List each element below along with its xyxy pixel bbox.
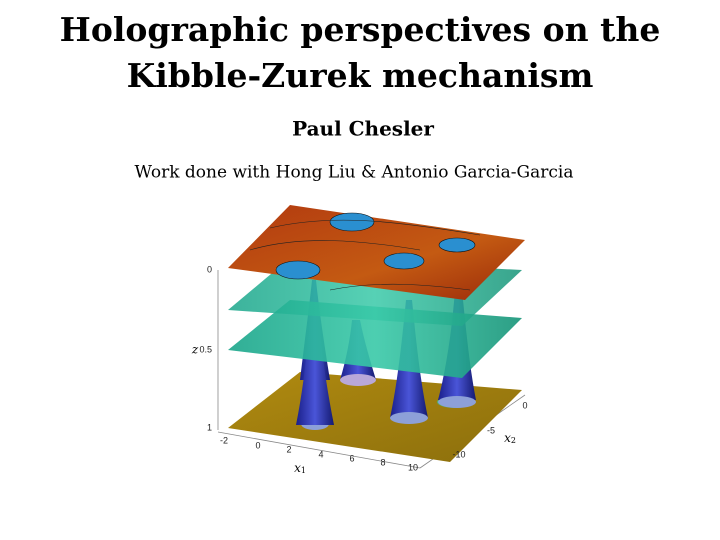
title-line: Kibble-Zurek mechanism — [127, 56, 594, 95]
title-line: Holographic perspectives on the — [60, 10, 661, 49]
vortex-core — [438, 237, 476, 253]
x1-tick-label: 6 — [349, 453, 354, 463]
x2-axis-label: x2 — [504, 431, 516, 446]
vortex-core — [329, 212, 375, 232]
x2-tick-label: 0 — [522, 400, 527, 410]
subtitle: Work done with Hong Liu & Antonio Garcia… — [135, 163, 574, 183]
vortex-tube — [390, 412, 428, 424]
x1-tick-label: 10 — [408, 462, 418, 472]
flow-line — [249, 219, 481, 291]
z-axis-label: z — [191, 343, 199, 357]
floor-plane — [228, 372, 522, 462]
vortex-core — [275, 260, 321, 280]
axis-line — [217, 431, 421, 469]
x1-tick-label: 2 — [286, 444, 291, 454]
x1-axis-label-base: x — [294, 461, 301, 475]
x1-tick-label: 8 — [380, 457, 385, 467]
x2-axis-label-base: x — [504, 431, 511, 445]
vortex-core — [383, 252, 425, 270]
z-tick-label: 1 — [207, 422, 212, 432]
x2-tick-label: -5 — [487, 425, 495, 435]
x2-tick-label: -10 — [452, 449, 465, 459]
x1-tick-label: 4 — [318, 449, 323, 459]
x1-axis-label: x1 — [294, 461, 306, 476]
vortex-tube — [296, 300, 334, 425]
z-tick-label: 0.5 — [199, 344, 212, 354]
x1-axis-label-sub: 1 — [301, 466, 306, 475]
z-tick-label: 0 — [207, 264, 212, 274]
vortex-tube — [438, 396, 476, 408]
author: Paul Chesler — [292, 117, 434, 141]
x2-axis-label-sub: 2 — [511, 436, 516, 445]
x1-tick-label: -2 — [220, 435, 228, 445]
vortex-tube — [340, 374, 376, 386]
x1-tick-label: 0 — [255, 440, 260, 450]
figure: z 0 0.5 1 -2 0 2 4 6 8 10 x1 0 -5 -10 x2 — [191, 205, 528, 475]
